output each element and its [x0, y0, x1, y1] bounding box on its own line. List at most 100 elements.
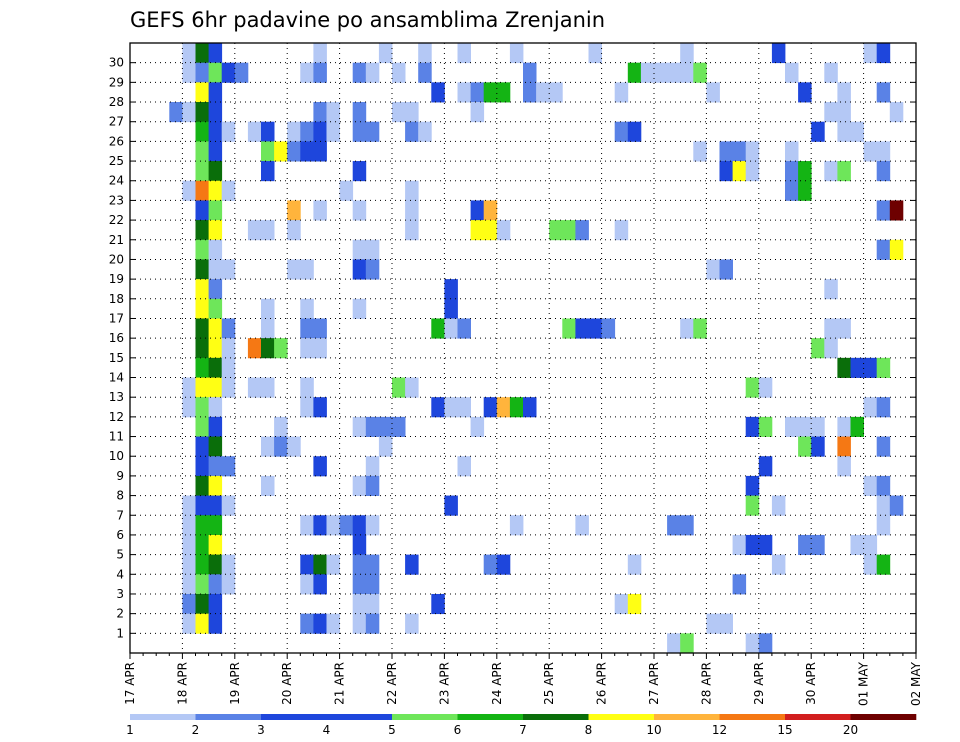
heatmap-cell — [392, 102, 406, 123]
heatmap-cell — [876, 554, 891, 575]
x-tick-label: 30 APR — [804, 662, 818, 705]
heatmap-cell — [457, 43, 471, 64]
heatmap-cell — [745, 377, 760, 398]
heatmap-cell — [352, 62, 367, 83]
heatmap-cell — [811, 534, 825, 556]
heatmap-cell — [182, 377, 196, 398]
grid-lines — [130, 43, 916, 653]
y-tick-label: 11 — [109, 430, 124, 444]
heatmap-cell — [863, 43, 878, 64]
heatmap-cell — [182, 397, 196, 418]
colorbar-swatch — [261, 714, 327, 720]
colorbar-swatch — [785, 714, 851, 720]
heatmap-cell — [195, 495, 209, 516]
heatmap-cell — [824, 102, 838, 123]
heatmap-cell — [352, 593, 367, 615]
heatmap-cell — [352, 416, 367, 437]
colorbar-swatch — [523, 714, 589, 720]
heatmap-cell — [313, 318, 327, 339]
heatmap-cell — [378, 436, 393, 457]
heatmap-cell — [352, 613, 367, 634]
heatmap-cell — [863, 397, 878, 418]
y-tick-label: 27 — [109, 115, 124, 129]
x-tick-label: 24 APR — [490, 662, 504, 705]
x-tick-label: 28 APR — [699, 662, 713, 705]
heatmap-cell — [326, 554, 340, 575]
heatmap-cell — [274, 338, 288, 359]
heatmap-cell — [719, 259, 733, 280]
heatmap-cell — [680, 43, 694, 64]
heatmap-cell — [274, 416, 288, 437]
heatmap-cell — [811, 436, 825, 457]
heatmap-cell — [300, 554, 314, 575]
heatmap-cell — [876, 82, 891, 103]
heatmap-cell — [352, 298, 367, 319]
heatmap-cell — [850, 357, 864, 378]
heatmap-cell — [378, 43, 393, 64]
colorbar-swatch — [850, 714, 917, 720]
heatmap-cell — [221, 495, 236, 516]
heatmap-cell — [195, 220, 209, 241]
heatmap-cell — [811, 416, 825, 437]
heatmap-cell — [405, 554, 419, 575]
heatmap-cell — [195, 416, 209, 437]
heatmap-cell — [758, 633, 773, 654]
heatmap-cell — [850, 416, 864, 437]
heatmap-cell — [287, 436, 301, 457]
heatmap-cell — [313, 613, 327, 634]
heatmap-cell — [326, 121, 340, 142]
heatmap-cell — [483, 220, 498, 241]
heatmap-cell — [300, 613, 314, 634]
y-tick-label: 21 — [109, 233, 124, 247]
heatmap-cells — [169, 43, 904, 654]
heatmap-cell — [365, 515, 380, 536]
heatmap-cell — [221, 180, 236, 201]
heatmap-cell — [523, 82, 537, 103]
heatmap-cell — [313, 102, 327, 123]
colorbar-swatch — [588, 714, 655, 720]
heatmap-cell — [195, 82, 209, 103]
heatmap-cell — [483, 554, 498, 575]
colorbar-swatch — [457, 714, 524, 720]
heatmap-cell — [208, 141, 223, 162]
heatmap-cell — [287, 220, 301, 241]
y-tick-label: 17 — [109, 311, 124, 325]
heatmap-cell — [208, 43, 223, 64]
heatmap-cell — [771, 495, 786, 516]
y-tick-label: 29 — [109, 75, 124, 89]
heatmap-cell — [876, 495, 891, 516]
heatmap-cell — [798, 534, 812, 556]
heatmap-cell — [470, 102, 485, 123]
heatmap-cell — [837, 82, 851, 103]
heatmap-cell — [667, 62, 681, 83]
heatmap-cell — [313, 62, 327, 83]
heatmap-cell — [444, 298, 458, 319]
heatmap-cell — [195, 456, 209, 477]
heatmap-cell — [326, 515, 340, 536]
heatmap-cell — [221, 338, 236, 359]
heatmap-cell — [195, 318, 209, 339]
colorbar-swatch — [719, 714, 786, 720]
heatmap-cell — [274, 436, 288, 457]
heatmap-cell — [496, 82, 511, 103]
heatmap-cell — [457, 318, 471, 339]
heatmap-cell — [287, 259, 301, 280]
heatmap-cell — [496, 554, 511, 575]
heatmap-cell — [457, 82, 471, 103]
heatmap-cell — [549, 220, 563, 241]
x-axis-ticks: 17 APR 18 APR 19 APR 20 APR 21 APR 22 APR 23 A… — [123, 653, 923, 706]
colorbar-label: 3 — [257, 723, 265, 737]
heatmap-cell — [365, 121, 380, 142]
heatmap-cell — [392, 416, 406, 437]
heatmap-cell — [208, 357, 223, 378]
colorbar-swatch — [654, 714, 720, 720]
heatmap-cell — [247, 220, 262, 241]
heatmap-cell — [745, 141, 760, 162]
x-tick-label: 29 APR — [752, 662, 766, 705]
heatmap-cell — [208, 338, 223, 359]
heatmap-cell — [680, 633, 694, 654]
heatmap-cell — [745, 475, 760, 496]
y-tick-label: 18 — [109, 292, 124, 306]
heatmap-cell — [693, 318, 707, 339]
